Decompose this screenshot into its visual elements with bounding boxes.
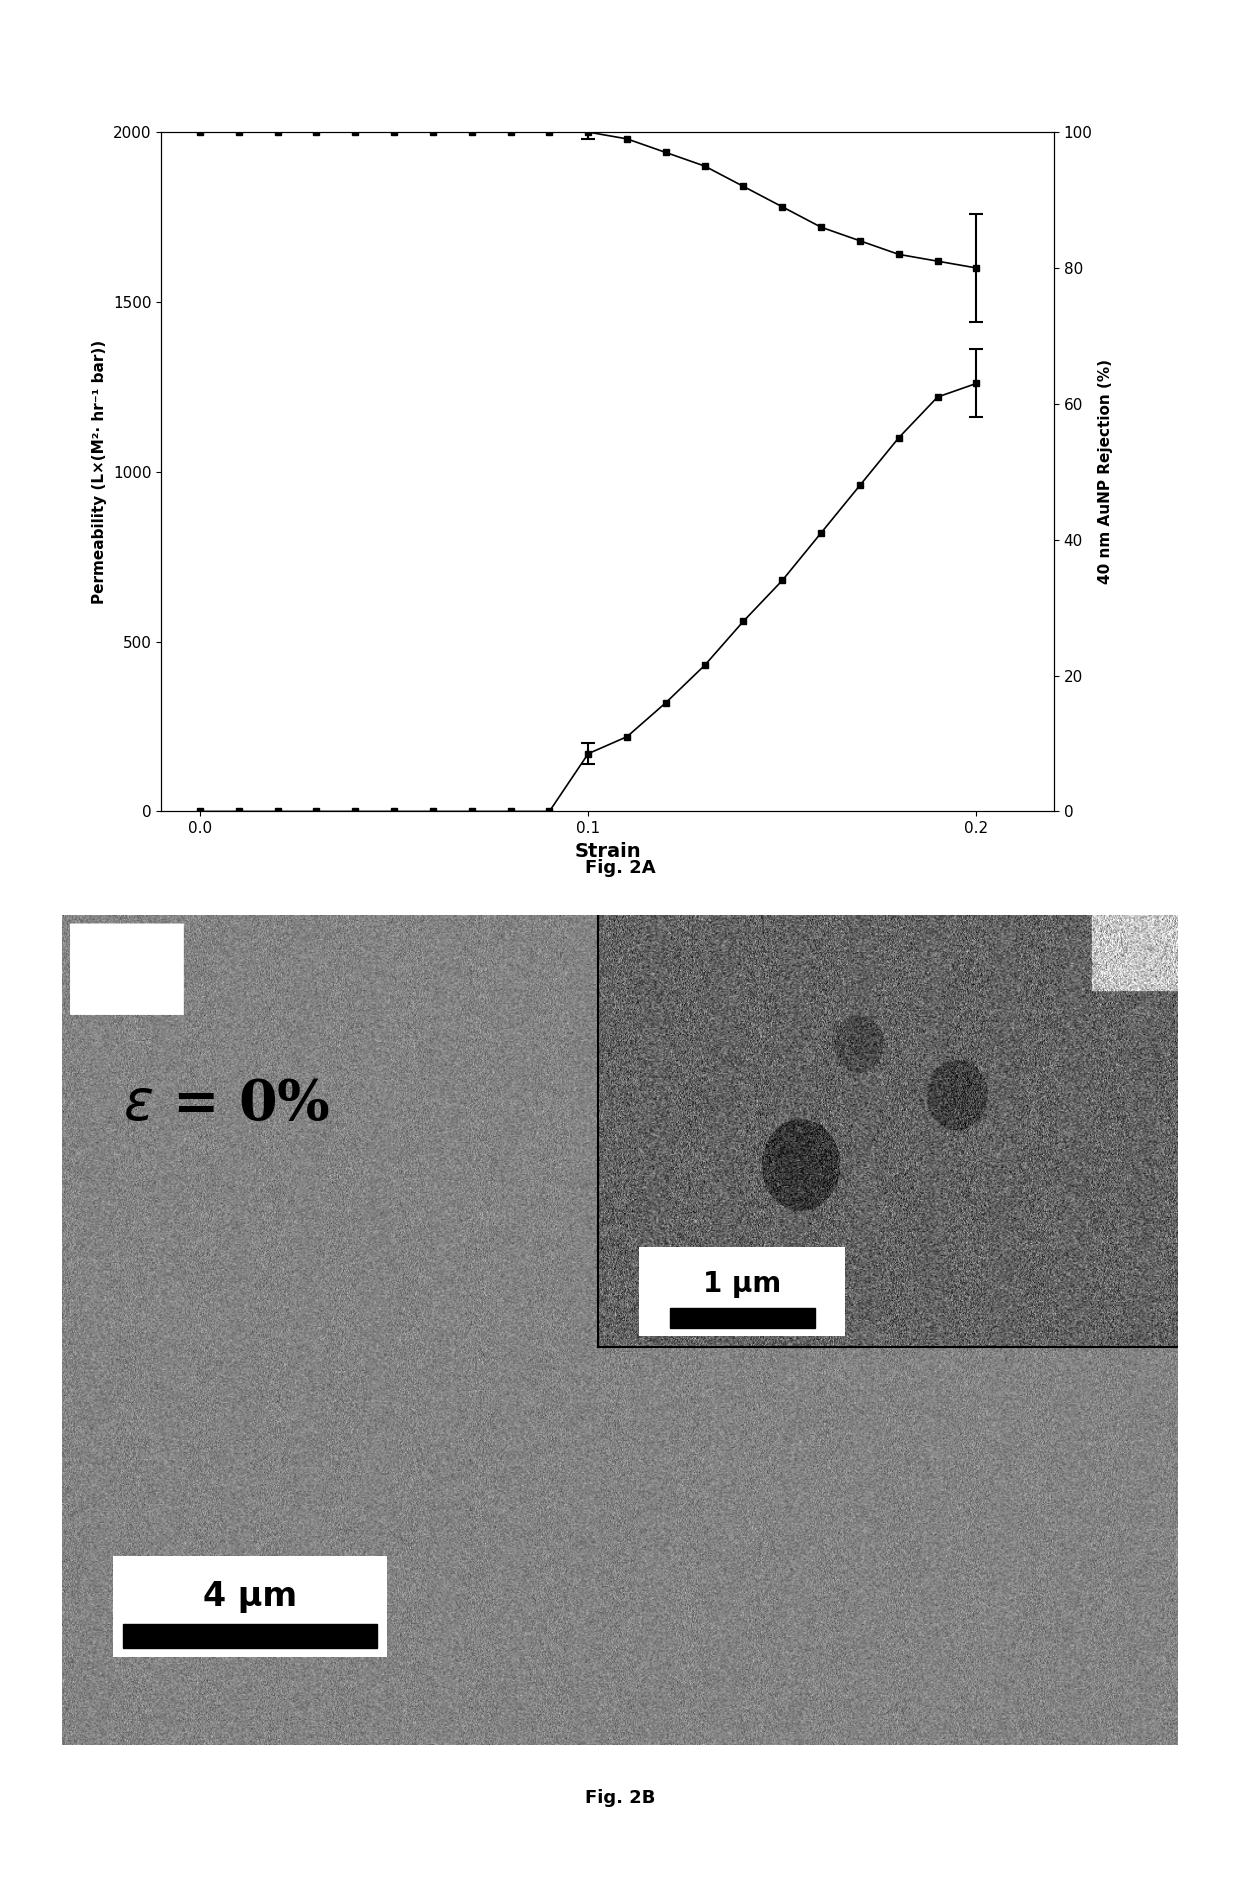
- Bar: [123, 1625, 377, 1647]
- Bar: [640, 1247, 846, 1336]
- X-axis label: Strain: Strain: [574, 842, 641, 860]
- Bar: [670, 1308, 815, 1328]
- Text: Fig. 2B: Fig. 2B: [585, 1789, 655, 1808]
- Y-axis label: 40 nm AuNP Rejection (%): 40 nm AuNP Rejection (%): [1099, 359, 1114, 585]
- Text: 1 μm: 1 μm: [703, 1270, 781, 1298]
- Bar: [113, 1555, 387, 1657]
- Text: 4 μm: 4 μm: [202, 1579, 296, 1613]
- Text: $\varepsilon$ = 0%: $\varepsilon$ = 0%: [123, 1077, 330, 1132]
- Text: Fig. 2A: Fig. 2A: [585, 859, 655, 877]
- Y-axis label: Permeability (L×(M²⋅ hr⁻¹ bar)): Permeability (L×(M²⋅ hr⁻¹ bar)): [93, 340, 108, 604]
